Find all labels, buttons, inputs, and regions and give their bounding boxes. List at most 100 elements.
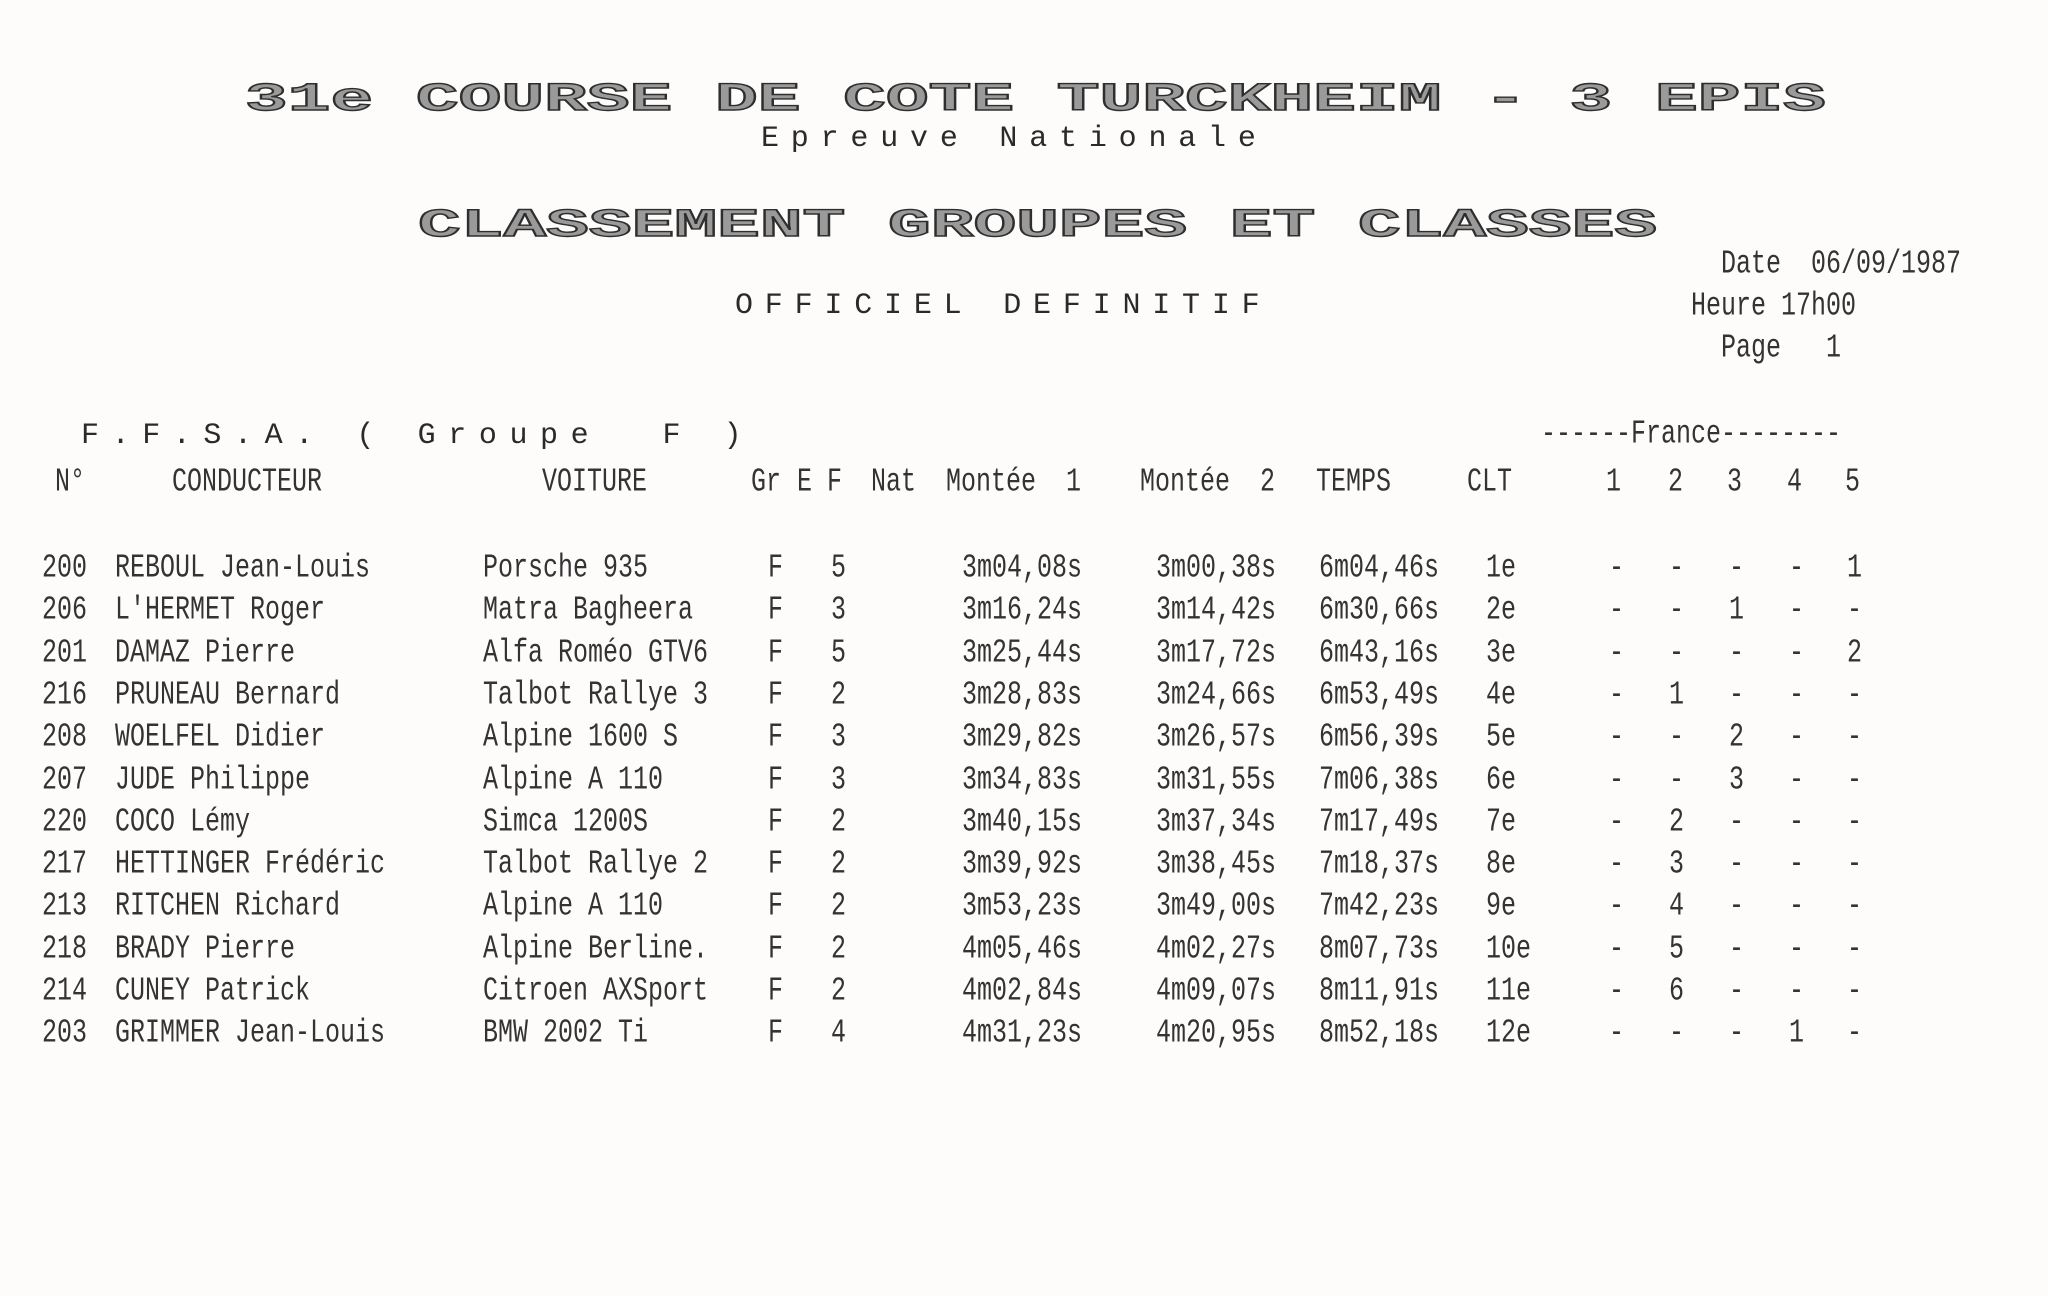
column-header-france-2: 2 [1668, 462, 1684, 502]
cell-run1: 4m31,23s [962, 1013, 1083, 1053]
cell-run2: 4m02,27s [1156, 928, 1277, 968]
cell-france-3: - [1729, 632, 1745, 672]
cell-run2: 3m37,34s [1156, 801, 1277, 841]
cell-run2: 3m31,55s [1156, 759, 1277, 799]
time-label: Heure [1691, 286, 1767, 326]
cell-france-1: - [1609, 632, 1625, 672]
date-line: Date 06/09/1987 [1721, 244, 1961, 283]
cell-france-1: - [1609, 1013, 1625, 1053]
cell-num: 207 [42, 759, 88, 799]
cell-france-3: - [1729, 801, 1745, 841]
cell-france-1: - [1609, 674, 1625, 715]
column-header-france-5: 5 [1845, 462, 1861, 502]
cell-france-5: - [1847, 674, 1863, 715]
cell-run2: 4m20,95s [1156, 1013, 1277, 1053]
time-line: Heure 17h00 [1691, 286, 1856, 325]
cell-total: 6m53,49s [1319, 674, 1440, 715]
column-header-france-4: 4 [1787, 462, 1803, 502]
cell-france-1: - [1609, 717, 1625, 757]
cell-france-5: - [1847, 717, 1863, 757]
cell-num: 214 [42, 971, 88, 1011]
cell-cls: 2 [831, 801, 847, 841]
cell-france-4: - [1789, 844, 1805, 884]
cell-car: Matra Bagheera [483, 590, 694, 630]
cell-num: 213 [42, 886, 88, 926]
column-header-run2: Montée 2 [1140, 462, 1276, 502]
section-title: F.F.S.A. ( Groupe F ) [81, 419, 755, 453]
cell-france-3: - [1729, 971, 1745, 1011]
cell-total: 8m11,91s [1319, 971, 1440, 1011]
time-value: 17h00 [1781, 286, 1857, 326]
cell-france-2: 2 [1669, 801, 1685, 841]
cell-france-2: 3 [1669, 844, 1685, 884]
column-header-e: E [797, 462, 813, 502]
france-column-group: ------France-------- [1541, 414, 1842, 454]
cell-driver: PRUNEAU Bernard [115, 674, 341, 715]
column-header-driver: CONDUCTEUR [172, 462, 323, 502]
cell-car: Porsche 935 [483, 548, 649, 588]
cell-car: Talbot Rallye 2 [483, 844, 709, 884]
cell-france-5: - [1847, 801, 1863, 841]
cell-france-1: - [1609, 844, 1625, 884]
cell-num: 217 [42, 844, 88, 884]
cell-run1: 3m28,83s [962, 674, 1083, 715]
cell-clt: 1e [1486, 548, 1517, 588]
cell-france-4: - [1789, 928, 1805, 968]
cell-run1: 4m05,46s [962, 928, 1083, 968]
date-label: Date [1721, 244, 1782, 284]
cell-run1: 3m40,15s [962, 801, 1083, 841]
cell-num: 206 [42, 590, 88, 630]
cell-france-1: - [1609, 590, 1625, 630]
cell-run1: 3m39,92s [962, 844, 1083, 884]
cell-france-2: - [1669, 590, 1685, 630]
cell-clt: 11e [1486, 971, 1532, 1011]
column-header-clt: CLT [1467, 462, 1513, 502]
column-header-total: TEMPS [1316, 462, 1392, 502]
cell-total: 7m17,49s [1319, 801, 1440, 841]
cell-france-5: - [1847, 1013, 1863, 1053]
cell-france-3: 2 [1729, 717, 1745, 757]
cell-total: 7m06,38s [1319, 759, 1440, 799]
cell-num: 220 [42, 801, 88, 841]
cell-total: 8m52,18s [1319, 1013, 1440, 1053]
cell-run2: 3m14,42s [1156, 590, 1277, 630]
cell-driver: JUDE Philippe [115, 759, 311, 799]
cell-gr: F [768, 844, 784, 884]
cell-car: Alpine 1600 S [483, 717, 679, 757]
cell-run1: 3m29,82s [962, 717, 1083, 757]
page-line: Page 1 [1721, 328, 1841, 367]
cell-clt: 4e [1486, 674, 1517, 715]
cell-france-4: - [1789, 971, 1805, 1011]
cell-num: 216 [42, 674, 88, 715]
cell-run1: 3m16,24s [962, 590, 1083, 630]
cell-car: Alpine A 110 [483, 759, 664, 799]
cell-france-2: - [1669, 548, 1685, 588]
cell-num: 200 [42, 548, 88, 588]
column-header-run1: Montée 1 [946, 462, 1082, 502]
cell-driver: REBOUL Jean-Louis [115, 548, 371, 588]
cell-gr: F [768, 759, 784, 799]
cell-gr: F [768, 1013, 784, 1053]
cell-clt: 7e [1486, 801, 1517, 841]
cell-france-3: - [1729, 844, 1745, 884]
page-number: 1 [1826, 328, 1842, 368]
cell-gr: F [768, 674, 784, 715]
column-header-num: N° [55, 462, 86, 502]
cell-total: 6m30,66s [1319, 590, 1440, 630]
cell-run1: 3m53,23s [962, 886, 1083, 926]
cell-run2: 3m24,66s [1156, 674, 1277, 715]
cell-gr: F [768, 590, 784, 630]
cell-gr: F [768, 886, 784, 926]
cell-cls: 2 [831, 971, 847, 1011]
cell-car: Simca 1200S [483, 801, 649, 841]
cell-run1: 3m04,08s [962, 548, 1083, 588]
cell-driver: COCO Lémy [115, 801, 251, 841]
cell-cls: 2 [831, 844, 847, 884]
cell-france-5: - [1847, 886, 1863, 926]
cell-cls: 3 [831, 590, 847, 630]
cell-clt: 6e [1486, 759, 1517, 799]
cell-car: Alfa Roméo GTV6 [483, 632, 709, 672]
cell-gr: F [768, 971, 784, 1011]
column-header-car: VOITURE [542, 462, 648, 502]
cell-france-4: 1 [1789, 1013, 1805, 1053]
